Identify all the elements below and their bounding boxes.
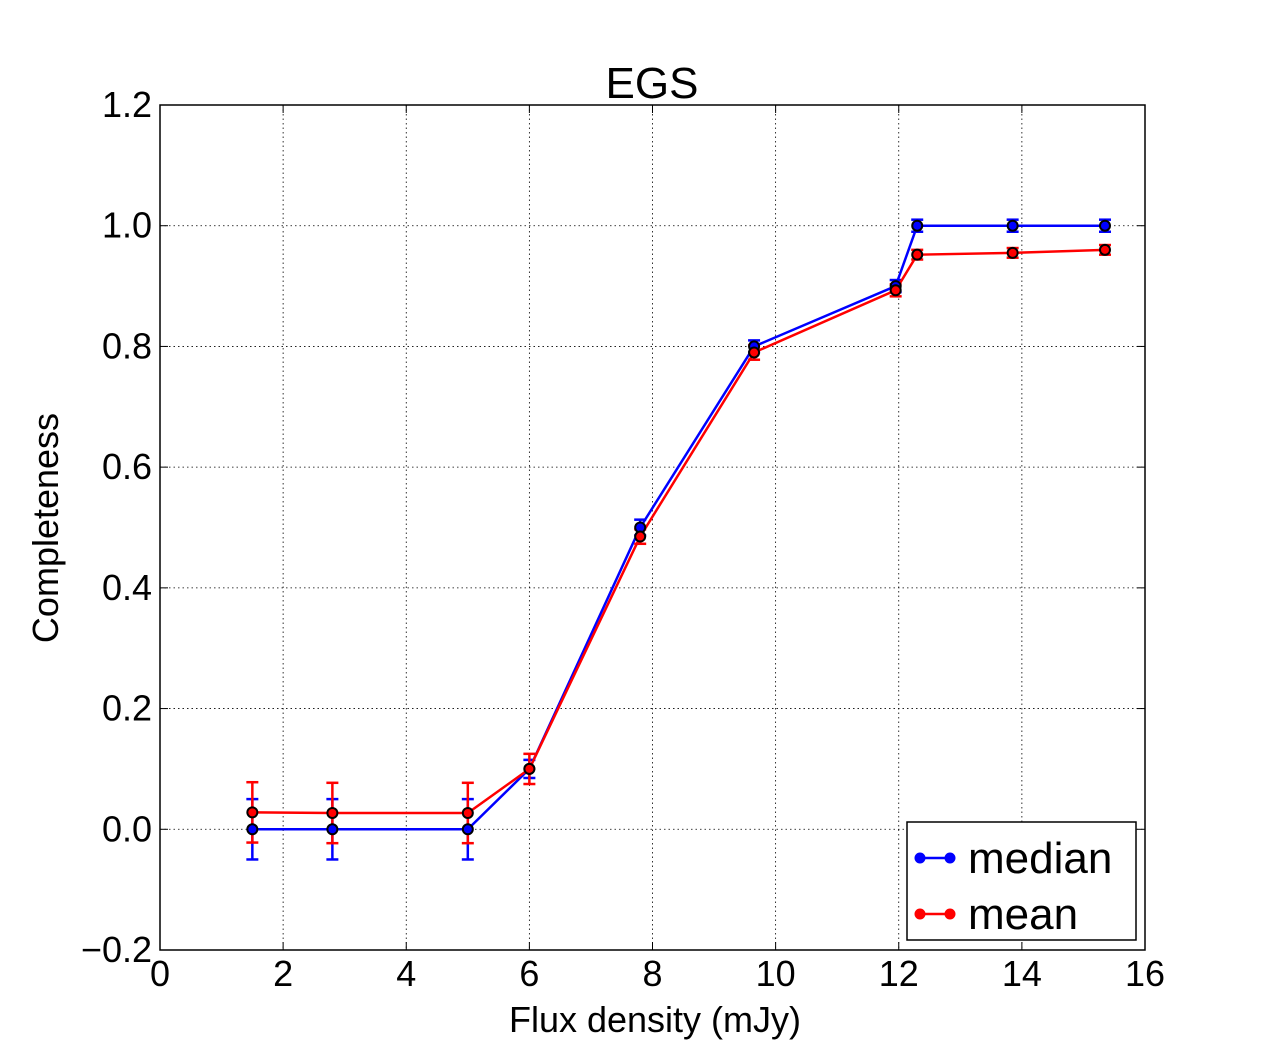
mean-legend-marker-left [914, 908, 926, 920]
y-tick-label: 0.2 [102, 688, 152, 729]
chart-title: EGS [606, 59, 699, 108]
median-data-point [911, 219, 924, 232]
mean-data-point [461, 806, 474, 819]
median-data-point [246, 823, 259, 836]
legend: median mean [906, 821, 1137, 941]
median-data-point [326, 823, 339, 836]
legend-box [906, 821, 1137, 941]
median-series-line [252, 224, 1105, 831]
y-tick-labels: −0.2 0.0 0.2 0.4 0.6 0.8 1.0 1.2 [81, 84, 152, 970]
x-tick-labels: 0 2 4 6 8 10 12 14 16 [150, 953, 1165, 994]
x-tick-label: 2 [273, 953, 293, 994]
y-axis-label: Completeness [25, 413, 66, 643]
median-data-point [1098, 219, 1111, 232]
mean-data-point [246, 806, 259, 819]
y-tick-label: 0.0 [102, 808, 152, 849]
mean-data-point [889, 284, 902, 297]
median-legend-marker-left [914, 852, 926, 864]
y-tick-label: 1.0 [102, 205, 152, 246]
mean-data-point [523, 762, 536, 775]
median-legend-marker-right [944, 852, 956, 864]
mean-data-point [748, 346, 761, 359]
mean-data-point [634, 530, 647, 543]
y-tick-label: −0.2 [81, 929, 152, 970]
x-tick-label: 14 [1002, 953, 1042, 994]
series-layer [246, 218, 1111, 861]
mean-data-point [1098, 243, 1111, 256]
median-data-point [1006, 219, 1019, 232]
mean-legend-marker-right [944, 908, 956, 920]
y-tick-label: 1.2 [102, 84, 152, 125]
mean-data-point [1006, 246, 1019, 259]
x-tick-label: 4 [396, 953, 416, 994]
mean-series-line [252, 248, 1106, 815]
median-legend-label: median [968, 834, 1112, 883]
x-tick-label: 8 [642, 953, 662, 994]
x-tick-label: 0 [150, 953, 170, 994]
x-axis-label: Flux density (mJy) [509, 999, 801, 1040]
median-data-point [461, 823, 474, 836]
y-tick-label: 0.4 [102, 567, 152, 608]
x-tick-label: 10 [756, 953, 796, 994]
x-tick-label: 6 [519, 953, 539, 994]
x-tick-label: 12 [879, 953, 919, 994]
x-tick-label: 16 [1125, 953, 1165, 994]
mean-data-point [911, 248, 924, 261]
mean-legend-label: mean [968, 890, 1078, 939]
y-tick-label: 0.6 [102, 446, 152, 487]
plot-frame [159, 104, 1146, 951]
y-tick-label: 0.8 [102, 325, 152, 366]
mean-data-point [326, 806, 339, 819]
